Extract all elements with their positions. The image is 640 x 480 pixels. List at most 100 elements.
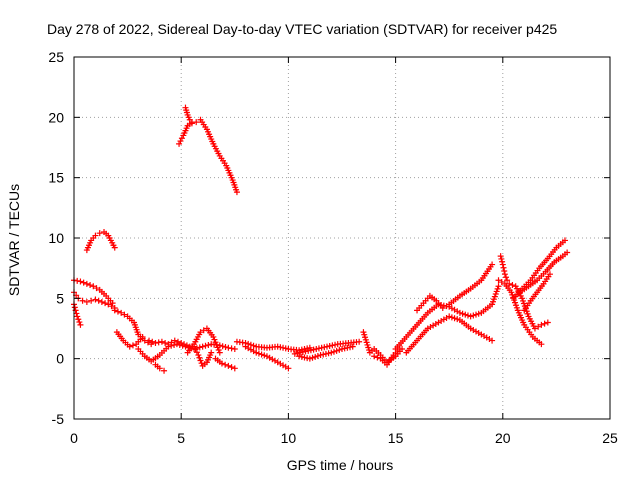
- data-point: [96, 230, 103, 237]
- x-tick-label: 20: [495, 430, 511, 446]
- data-point: [146, 337, 153, 344]
- data-point: [195, 352, 202, 359]
- data-point: [214, 344, 221, 351]
- data-point: [77, 278, 84, 285]
- data-point: [205, 341, 212, 348]
- data-point: [544, 319, 551, 326]
- data-point: [162, 339, 169, 346]
- data-point: [456, 309, 463, 316]
- data-point: [317, 352, 324, 359]
- data-point: [564, 249, 571, 256]
- data-point: [216, 349, 223, 356]
- data-point: [538, 341, 545, 348]
- data-point: [219, 343, 226, 350]
- series-arc-d: [83, 228, 118, 254]
- data-point: [333, 347, 340, 354]
- data-point: [198, 360, 205, 367]
- y-tick-label: 0: [56, 351, 64, 367]
- data-point: [489, 337, 496, 344]
- data-point: [139, 333, 146, 340]
- data-point: [451, 315, 458, 322]
- data-point: [108, 303, 115, 310]
- data-point: [448, 314, 455, 321]
- data-point: [320, 351, 327, 358]
- data-point: [280, 344, 287, 351]
- data-point: [74, 313, 81, 320]
- x-axis-label: GPS time / hours: [286, 457, 394, 473]
- data-point: [98, 298, 105, 305]
- data-point: [332, 341, 339, 348]
- series-arc-i: [152, 361, 168, 374]
- data-point: [499, 261, 506, 268]
- data-point: [186, 116, 193, 123]
- data-point: [218, 360, 225, 367]
- data-point: [165, 341, 172, 348]
- data-point: [197, 329, 204, 336]
- data-point: [473, 311, 479, 318]
- data-point: [298, 353, 305, 360]
- data-point: [467, 313, 474, 320]
- data-point: [202, 342, 209, 349]
- x-tick-label: 0: [70, 430, 78, 446]
- data-point: [336, 346, 343, 353]
- data-point: [328, 349, 335, 356]
- data-point: [371, 353, 378, 360]
- data-point: [183, 342, 190, 349]
- data-point: [261, 352, 268, 359]
- data-point: [83, 280, 90, 287]
- y-tick-label: 10: [48, 230, 64, 246]
- data-point: [489, 261, 496, 268]
- y-tick-label: 20: [48, 109, 64, 125]
- data-point: [309, 354, 316, 361]
- data-point: [498, 279, 505, 286]
- data-point: [129, 342, 136, 349]
- data-point: [250, 342, 257, 349]
- data-point: [149, 338, 156, 345]
- data-point: [222, 344, 229, 351]
- data-point: [546, 271, 553, 278]
- data-point: [213, 341, 220, 348]
- data-point: [177, 138, 184, 145]
- data-point: [498, 255, 505, 262]
- data-point: [193, 349, 200, 356]
- data-point: [344, 344, 351, 351]
- data-point: [446, 313, 453, 320]
- data-point: [497, 253, 504, 260]
- series-arc-p: [242, 343, 292, 372]
- data-point: [76, 319, 83, 326]
- data-point: [347, 344, 354, 351]
- data-point: [506, 280, 513, 287]
- data-point: [90, 283, 97, 290]
- data-point: [225, 362, 232, 369]
- data-point: [504, 277, 511, 284]
- data-point: [121, 311, 128, 318]
- data-point: [231, 346, 238, 353]
- data-point: [296, 353, 303, 360]
- data-point: [178, 135, 185, 142]
- data-point: [535, 323, 542, 330]
- data-point: [93, 285, 100, 292]
- data-point: [92, 296, 99, 303]
- axis-ticks: 0 5 10 15 20 25 -5 0 5 10 15 20 25: [48, 49, 618, 446]
- data-point: [294, 350, 301, 357]
- data-points: [71, 104, 571, 374]
- series-arc-x: [446, 261, 496, 308]
- data-point: [464, 312, 471, 319]
- data-point: [74, 277, 81, 284]
- data-point: [188, 120, 195, 127]
- data-point: [307, 347, 314, 354]
- data-point: [95, 297, 102, 304]
- data-point: [114, 308, 121, 315]
- data-point: [80, 279, 87, 286]
- data-point: [285, 365, 292, 372]
- data-point: [211, 336, 218, 343]
- data-point: [501, 267, 508, 274]
- series-arc-ad: [521, 271, 553, 314]
- series-arc-e: [111, 307, 155, 348]
- series-arc-l: [212, 355, 238, 372]
- series-arc-v: [403, 313, 496, 356]
- data-point: [196, 354, 203, 361]
- data-point: [302, 348, 309, 355]
- data-point: [83, 298, 90, 305]
